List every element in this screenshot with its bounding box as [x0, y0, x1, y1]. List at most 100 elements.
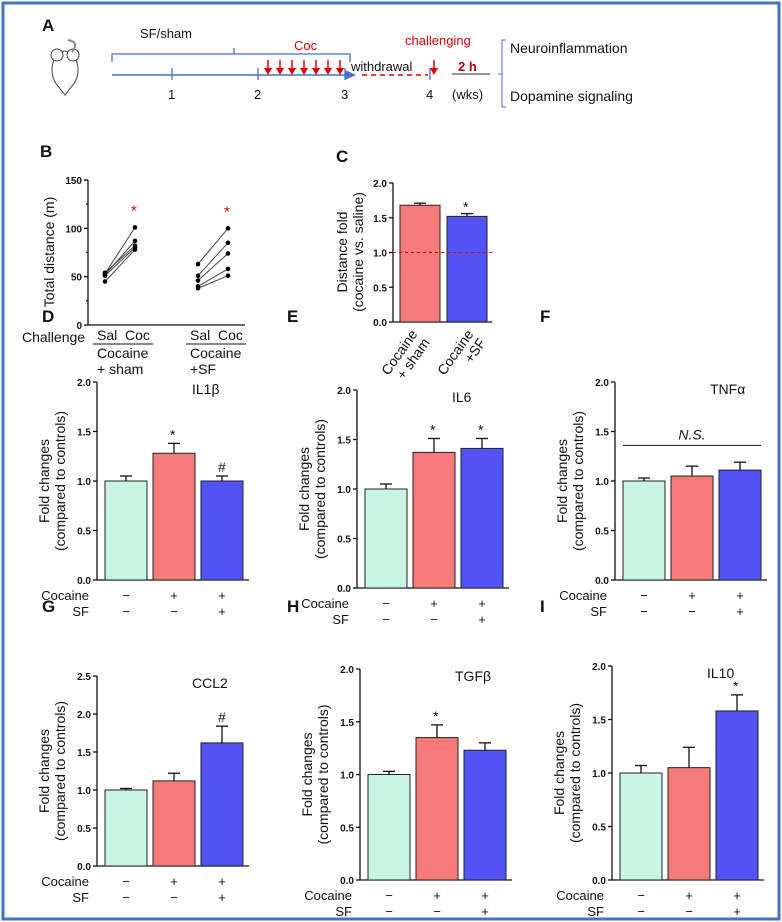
- bar-control: [622, 480, 666, 581]
- treatment-mark: +: [736, 604, 744, 619]
- y-tick-label: 1.5: [373, 214, 387, 225]
- subject-line: [197, 268, 229, 287]
- y-tick-label: 0.0: [340, 876, 354, 887]
- significance-marker: *: [478, 422, 484, 438]
- y-tick-label: 1.0: [77, 477, 91, 488]
- injection-arrowhead-icon: [312, 68, 320, 75]
- treatment-mark: +: [170, 874, 178, 889]
- chart-title: CCL2: [192, 675, 228, 691]
- treatment-mark: −: [430, 612, 438, 627]
- y-tick-label: 1.0: [340, 771, 354, 782]
- y-tick-label: 0.5: [595, 527, 609, 538]
- bar-cocaine: [412, 451, 456, 589]
- bar-control: [619, 772, 663, 881]
- y-tick-label: 0.0: [595, 576, 609, 587]
- sf-sham-label: SF/sham: [140, 26, 192, 41]
- mouse-head-icon: [57, 85, 73, 96]
- y-tick-label: 0.0: [592, 876, 606, 887]
- y-tick-label: 2.0: [373, 179, 387, 190]
- challenge-arrowhead-icon: [430, 68, 438, 75]
- ns-annotation: N.S.: [678, 426, 705, 442]
- y-tick-label: 50: [71, 273, 83, 284]
- y-axis-label-line: (compared to controls): [315, 704, 331, 844]
- treatment-mark: +: [733, 904, 741, 919]
- y-tick-label: 1.5: [77, 748, 91, 759]
- subject-line: [104, 249, 136, 282]
- duration-label: 2 h: [458, 59, 477, 74]
- data-point-coc: [225, 273, 231, 279]
- weeks-unit-label: (wks): [452, 87, 483, 102]
- y-tick-label: 0.5: [77, 824, 91, 835]
- data-point-coc: [132, 225, 138, 230]
- treatment-mark: +: [218, 588, 226, 603]
- y-tick-label: 2.0: [77, 710, 91, 721]
- row-label-sf: SF: [335, 904, 352, 919]
- significance-marker: *: [131, 202, 137, 219]
- data-point-sal: [102, 279, 108, 284]
- injection-arrowhead-icon: [288, 68, 296, 75]
- x-label-coc: Coc: [218, 327, 243, 343]
- y-tick-label: 1.0: [77, 786, 91, 797]
- y-tick-label: 1.0: [592, 769, 606, 780]
- y-tick-label: 0.0: [77, 862, 91, 873]
- treatment-mark: +: [218, 874, 226, 889]
- treatment-mark: −: [688, 604, 696, 619]
- y-axis-label: Total distance (m): [41, 197, 57, 307]
- y-axis-label-line: Distance fold: [334, 212, 350, 293]
- group-label: + sham: [97, 361, 143, 377]
- y-tick-label: 2.0: [337, 386, 351, 397]
- y-tick-label: 1.5: [77, 428, 91, 439]
- outcome-neuroinflammation: Neuroinflammation: [510, 40, 628, 56]
- y-axis-label-line: Fold changes: [36, 439, 52, 523]
- challenging-label: challenging: [405, 33, 471, 48]
- panel-label-f: F: [540, 307, 550, 326]
- bar-control: [364, 488, 408, 589]
- data-point-coc: [225, 240, 231, 246]
- significance-marker: *: [224, 203, 230, 220]
- treatment-mark: −: [122, 604, 130, 619]
- x-label-sal: Sal: [97, 327, 117, 343]
- chart-title: IL6: [452, 389, 472, 405]
- y-axis-label-line: Fold changes: [36, 729, 52, 813]
- outcome-dopamine: Dopamine signaling: [510, 88, 633, 104]
- row-label-cocaine: Cocaine: [559, 588, 607, 603]
- panel-label-g: G: [42, 597, 55, 616]
- y-axis-label-line: (compared to controls): [52, 701, 68, 841]
- significance-marker: #: [218, 459, 226, 475]
- data-point-coc: [132, 238, 138, 244]
- x-label-sal: Sal: [190, 327, 210, 343]
- treatment-mark: −: [382, 612, 390, 627]
- y-tick-label: 0.0: [337, 584, 351, 595]
- treatment-mark: −: [640, 588, 648, 603]
- row-label-cocaine: Cocaine: [301, 596, 349, 611]
- bar-control: [104, 480, 148, 581]
- injection-arrowhead-icon: [300, 68, 308, 75]
- injection-arrowhead-icon: [336, 68, 344, 75]
- y-tick-label: 2.0: [595, 378, 609, 389]
- y-axis-label: Distance fold(cocaine vs. saline): [334, 192, 366, 312]
- treatment-mark: −: [640, 604, 648, 619]
- treatment-mark: +: [478, 596, 486, 611]
- injection-arrowhead-icon: [276, 68, 284, 75]
- y-tick-label: 1.0: [373, 249, 387, 260]
- challenge-label: Challenge: [22, 329, 85, 345]
- row-label-cocaine: Cocaine: [41, 588, 89, 603]
- treatment-mark: −: [170, 890, 178, 905]
- y-axis-label: Fold changes(compared to controls): [36, 701, 68, 841]
- data-point-coc: [225, 251, 231, 256]
- treatment-mark: −: [122, 588, 130, 603]
- treatment-mark: +: [430, 596, 438, 611]
- panel-label-b: B: [40, 142, 52, 161]
- chart-title: TNFα: [710, 381, 745, 397]
- significance-marker: *: [170, 426, 176, 442]
- bar-cocaine: [670, 475, 714, 581]
- row-label-sf: SF: [332, 612, 349, 627]
- y-tick-label: 0: [76, 321, 82, 332]
- chart-title: IL10: [707, 665, 734, 681]
- row-label-sf: SF: [72, 890, 89, 905]
- y-tick-label: 0.0: [373, 318, 387, 329]
- y-tick-label: 1.0: [337, 485, 351, 496]
- timeline-arrowhead-icon: [345, 70, 356, 80]
- y-tick-label: 0.5: [592, 823, 606, 834]
